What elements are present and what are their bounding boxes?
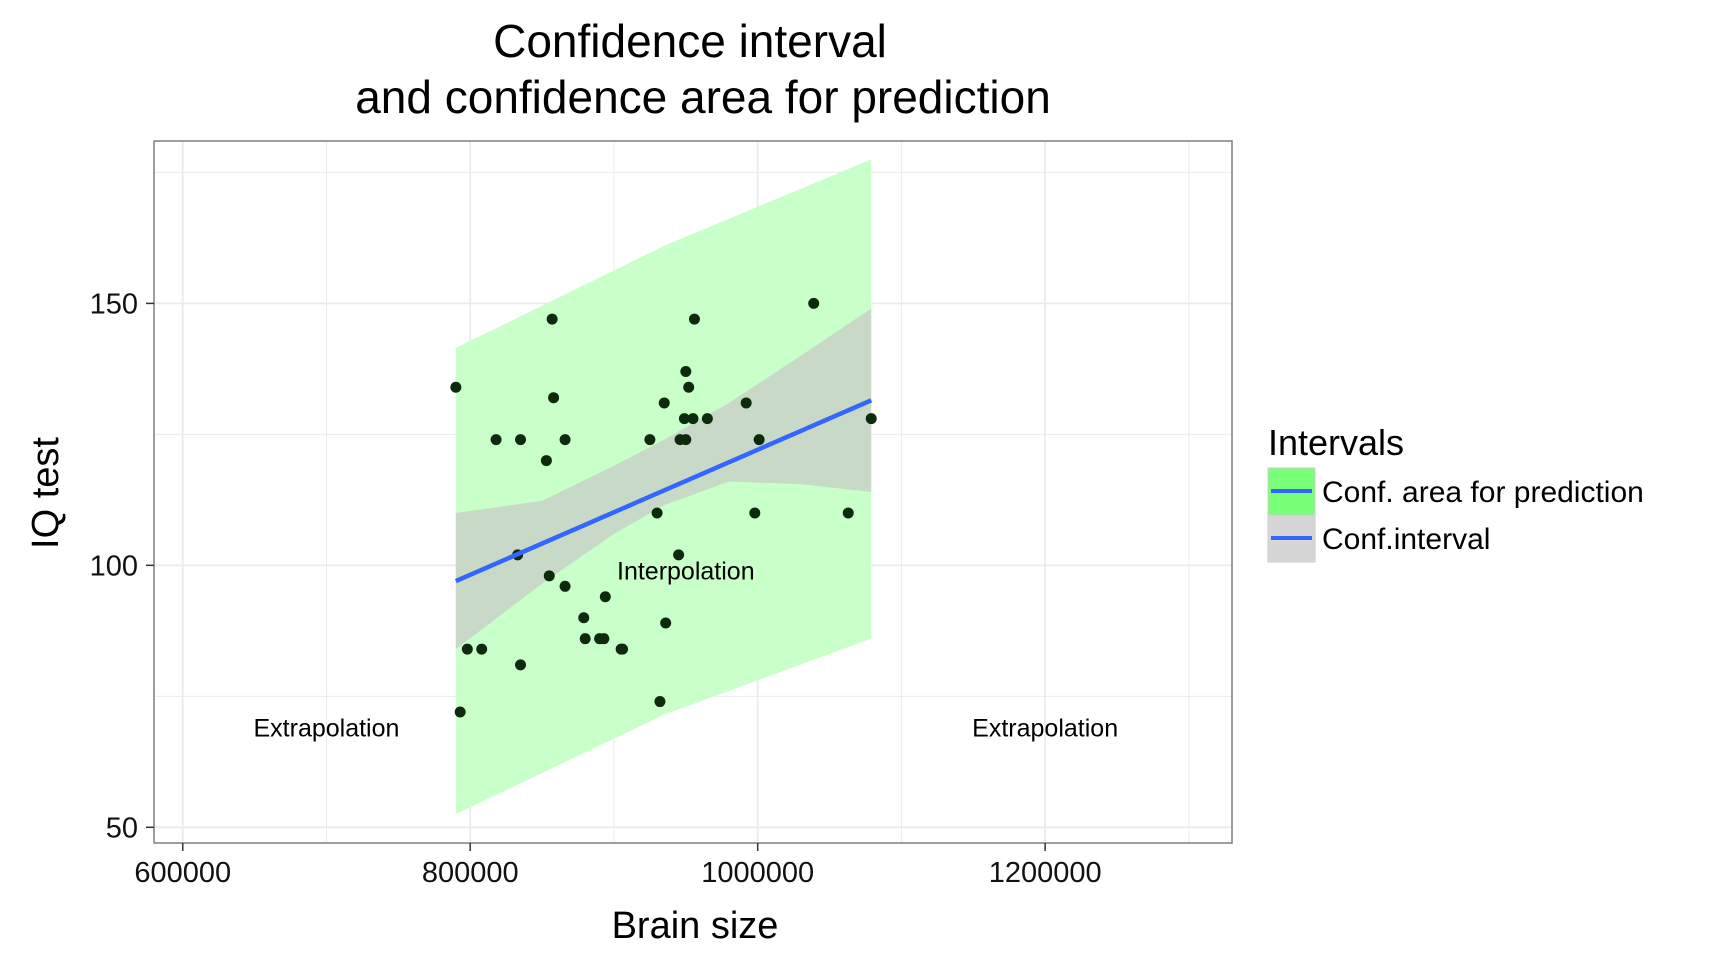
y-axis: 50 100 150 IQ test [25,288,154,844]
legend-title: Intervals [1268,422,1404,463]
data-point [559,580,571,592]
data-point [578,612,590,624]
annotations: Extrapolation Interpolation Extrapolatio… [254,558,1119,743]
data-point [673,549,685,561]
legend-label-prediction: Conf. area for prediction [1322,476,1644,509]
data-point [546,313,558,325]
data-point [865,413,877,425]
data-point [687,413,699,425]
annotation-left: Extrapolation [254,715,400,743]
legend-label-confidence: Conf.interval [1322,523,1490,556]
data-point [740,397,752,409]
data-point [515,659,527,671]
legend-item-prediction: Conf. area for prediction [1267,467,1644,516]
x-axis: 600000 800000 1000000 1200000 Brain size [134,843,1102,947]
data-point [658,397,670,409]
x-tick-label: 1200000 [989,857,1102,889]
legend-item-confidence: Conf.interval [1267,514,1490,563]
x-tick-label: 1000000 [701,857,814,889]
data-point [683,381,695,393]
data-point [753,434,765,446]
plot-panel: Extrapolation Interpolation Extrapolatio… [153,140,1233,844]
data-point [543,570,555,582]
panel-border [153,140,1233,844]
confidence-band [455,308,872,650]
data-points [450,297,877,718]
data-point [598,633,610,645]
y-axis-ticks [146,302,154,829]
y-tick-label: 50 [106,812,138,844]
data-point [644,434,656,446]
data-point [680,434,692,446]
y-tick-label: 100 [90,550,138,582]
data-point [540,455,552,467]
data-point [450,381,462,393]
x-axis-ticks [181,843,1046,851]
data-point [688,313,700,325]
x-tick-label: 800000 [422,857,519,889]
y-tick-label: 150 [90,288,138,320]
chart-title-line-2: and confidence area for prediction [355,71,1051,123]
x-tick-label: 600000 [134,857,231,889]
data-point [651,507,663,519]
data-point [454,706,466,718]
regression-line [454,398,873,584]
data-point [515,434,527,446]
data-point [548,392,560,404]
annotation-right: Extrapolation [972,715,1118,743]
data-point [701,413,713,425]
data-point [490,434,502,446]
y-axis-title: IQ test [25,437,67,549]
x-axis-title: Brain size [612,905,779,947]
legend: Intervals Conf. area for prediction Conf… [1267,422,1644,563]
data-point [660,617,672,629]
data-point [680,366,692,378]
data-point [678,413,690,425]
annotation-center: Interpolation [617,558,755,586]
data-point [476,643,488,655]
data-point [599,591,611,603]
data-point [842,507,854,519]
data-point [579,633,591,645]
data-point [617,643,629,655]
data-point [461,643,473,655]
data-point [654,696,666,708]
data-point [808,297,820,309]
data-point [559,434,571,446]
data-point [749,507,761,519]
chart-title-line-1: Confidence interval [493,15,887,67]
